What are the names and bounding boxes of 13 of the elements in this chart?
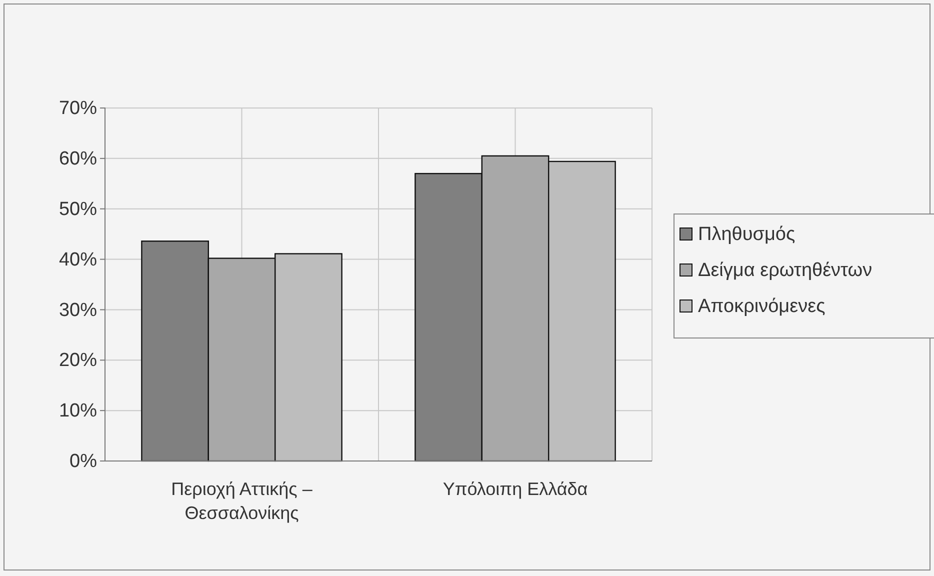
legend-label: Δείγμα ερωτηθέντων (698, 260, 872, 281)
y-tick-label: 60% (58, 148, 98, 170)
y-tick-label: 70% (58, 98, 98, 120)
legend-label: Πληθυσμός (698, 224, 796, 245)
x-tick-label: Υπόλοιπη Ελλάδα (442, 479, 588, 499)
y-tick-label: 50% (58, 198, 98, 220)
x-tick-label: Περιοχή Αττικής – Θεσσαλονίκης (171, 479, 312, 523)
y-tick-label: 0% (70, 451, 98, 472)
y-tick-label: 30% (58, 300, 98, 321)
y-tick-label: 20% (58, 350, 98, 372)
legend-label: Αποκρινόμενες (698, 296, 826, 317)
y-tick-label: 10% (58, 400, 98, 422)
y-tick-label: 40% (58, 249, 98, 270)
